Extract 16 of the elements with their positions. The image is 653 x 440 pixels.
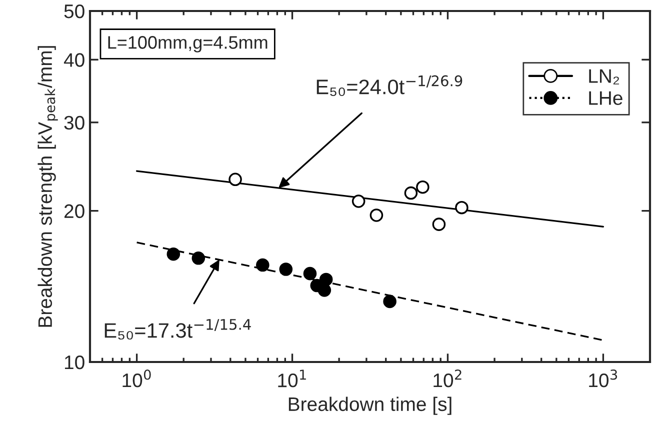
x-tick-label: 10$^{1}$ (278, 370, 306, 388)
y-tick-label: 50 (64, 4, 84, 18)
x-tick-label: 10$^{3}$ (589, 370, 618, 388)
x-axis-title: Breakdown time [s] (288, 396, 452, 415)
annotation: E₅₀=24.0t$^{−1/26.9}$ (316, 75, 462, 96)
x-tick-label: 10$^{0}$ (122, 370, 151, 388)
x-tick-label: 10$^{2}$ (434, 370, 462, 388)
y-tick-label: 30 (64, 116, 84, 130)
y-axis-title: Breakdown strength [kV$_{peak}$/mm] (38, 46, 58, 327)
y-tick-label: 40 (64, 53, 84, 67)
y-tick-label: 20 (64, 204, 84, 218)
y-tick-label: 10 (64, 355, 84, 370)
annotation: L=100mm,g=4.5mm (108, 36, 268, 52)
legend-label: LHe (589, 91, 622, 105)
annotation: E₅₀=17.3t$^{−1/15.4}$ (104, 319, 251, 340)
legend-label: LN₂ (589, 69, 620, 84)
